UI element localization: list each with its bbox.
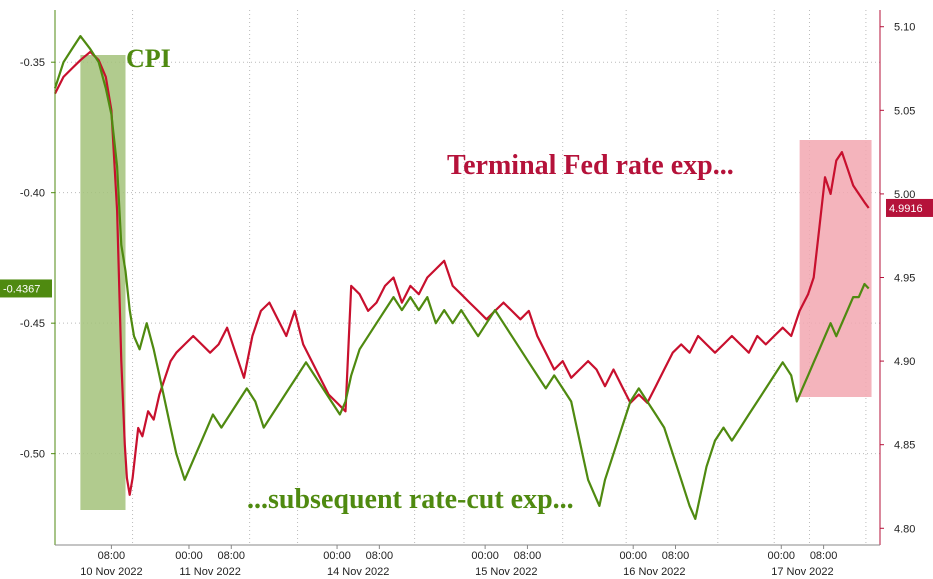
- right-axis-tick-label: 5.10: [894, 22, 915, 34]
- bottom-axis-tick-label: 08:00: [98, 550, 126, 562]
- bottom-axis-tick-label: 08:00: [218, 550, 246, 562]
- left-axis-tick-label: -0.45: [20, 318, 45, 330]
- left-axis-tick-label: -0.35: [20, 57, 45, 69]
- highlight-bands: [80, 55, 872, 510]
- bottom-axis-day-label: 16 Nov 2022: [623, 566, 685, 578]
- right-axis-tick-label: 5.00: [894, 189, 915, 201]
- bottom-axis-day-label: 15 Nov 2022: [475, 566, 537, 578]
- bottom-axis-tick-label: 08:00: [366, 550, 394, 562]
- bottom-axis-tick-label: 00:00: [768, 550, 796, 562]
- bottom-axis-tick-label: 00:00: [471, 550, 499, 562]
- last-value-left-tag: [0, 279, 52, 298]
- right-axis-tick-label: 4.80: [894, 523, 915, 535]
- axes: -0.35 -0.40 -0.45 -0.50 5.10 5.05 5.00 4.95 4.90…: [0, 10, 933, 578]
- last-value-right-tag: [886, 198, 933, 217]
- grid: [55, 10, 880, 545]
- right-axis-tick-label: 4.95: [894, 273, 915, 285]
- bottom-axis-day-label: 17 Nov 2022: [771, 566, 833, 578]
- bottom-axis-day-label: 10 Nov 2022: [80, 566, 142, 578]
- last-value-right-label: 4.9916: [889, 203, 923, 215]
- right-axis-tick-label: 4.90: [894, 356, 915, 368]
- bottom-axis-day-label: 14 Nov 2022: [327, 566, 389, 578]
- left-axis-tick-label: -0.50: [20, 449, 45, 461]
- series-lines: [53, 35, 870, 520]
- bottom-axis-tick-label: 00:00: [175, 550, 203, 562]
- fed-highlight-band: [799, 140, 872, 397]
- bottom-axis-tick-label: 08:00: [514, 550, 542, 562]
- bottom-axis-tick-label: 08:00: [810, 550, 838, 562]
- rate-cut-line: [53, 35, 870, 520]
- left-axis-tick-label: -0.40: [20, 188, 45, 200]
- terminal-fed-rate-line: [54, 50, 870, 496]
- annotation-rate-cut: ...subsequent rate-cut exp...: [247, 484, 574, 515]
- bottom-axis-tick-label: 00:00: [323, 550, 351, 562]
- bottom-axis-tick-label: 08:00: [662, 550, 690, 562]
- last-value-left-label: -0.4367: [3, 283, 40, 295]
- bottom-axis-tick-label: 00:00: [619, 550, 647, 562]
- annotation-cpi: CPI: [126, 44, 171, 73]
- annotation-terminal-fed-rate: Terminal Fed rate exp...: [447, 150, 734, 181]
- right-axis-tick-label: 5.05: [894, 105, 915, 117]
- right-axis-tick-label: 4.85: [894, 440, 915, 452]
- cpi-highlight-band: [80, 55, 126, 510]
- bottom-axis-day-label: 11 Nov 2022: [179, 566, 241, 578]
